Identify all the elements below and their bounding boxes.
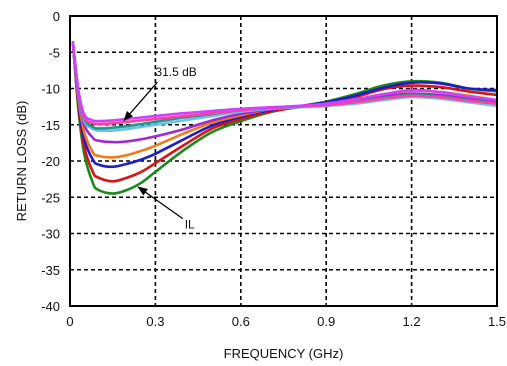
annotation-arrow	[123, 81, 158, 122]
y-tick-label: -40	[41, 299, 60, 314]
series-line-1	[71, 41, 498, 195]
y-tick-label: -30	[41, 227, 60, 242]
x-tick-label: 1.5	[488, 314, 506, 329]
x-tick-label: 0.6	[232, 314, 250, 329]
series-line-3	[71, 41, 498, 169]
x-tick-label: 0.3	[146, 314, 164, 329]
x-tick-label: 0.9	[317, 314, 335, 329]
y-tick-label: -20	[41, 154, 60, 169]
series-line-5	[71, 41, 498, 144]
series-line-7	[71, 41, 498, 130]
series-line-8	[71, 41, 498, 126]
tick-labels: 0 0.3 0.6 0.9 1.2 1.5 0 -5 -10 -15 -20 -25 -30 -35 -40	[41, 9, 506, 329]
x-axis-title: FREQUENCY (GHz)	[224, 346, 344, 361]
grid-lines	[70, 16, 497, 306]
series-line-2	[71, 41, 498, 183]
y-tick-label: -25	[41, 190, 60, 205]
plot-frame	[69, 15, 498, 307]
y-tick-label: -15	[41, 118, 60, 133]
series-line-6	[71, 41, 498, 133]
y-tick-label: -10	[41, 82, 60, 97]
y-axis-title: RETURN LOSS (dB)	[14, 101, 29, 222]
y-tick-label: 0	[53, 9, 60, 24]
annotation-label: 31.5 dB	[155, 65, 196, 79]
x-tick-label: 1.2	[403, 314, 421, 329]
series-group	[71, 41, 498, 195]
y-tick-label: -5	[48, 45, 60, 60]
annotations-group: 31.5 dB IL	[123, 65, 197, 232]
x-tick-label: 0	[66, 314, 73, 329]
y-tick-label: -35	[41, 263, 60, 278]
series-line-9	[71, 41, 498, 123]
annotation-label: IL	[185, 218, 195, 232]
annotation-arrow	[137, 186, 184, 220]
